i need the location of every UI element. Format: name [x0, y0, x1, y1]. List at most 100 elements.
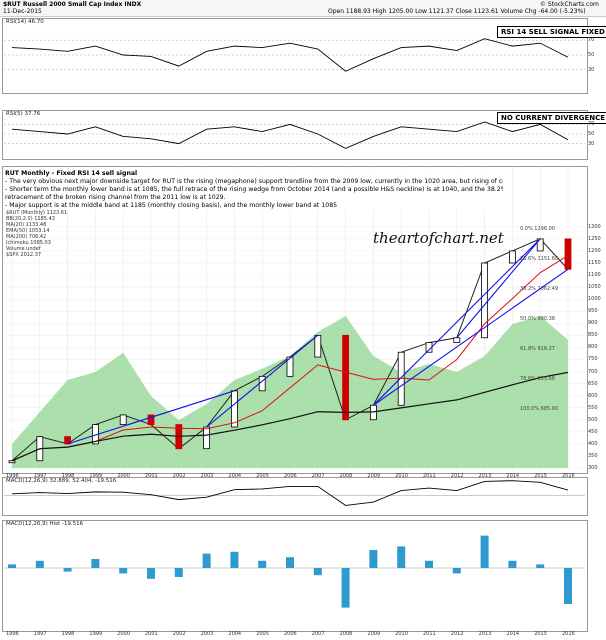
y-tick-label: 850	[588, 332, 598, 339]
rsi5-label: RSI(5) 37.76	[6, 111, 41, 117]
price-candle	[453, 337, 461, 343]
y-tick-label: 400	[588, 440, 598, 447]
price-candle	[119, 414, 127, 425]
hist-bar	[452, 568, 461, 574]
y-tick-label: 800	[588, 344, 598, 351]
x-tick-label: 2014	[506, 631, 520, 637]
x-tick-label: 1998	[61, 631, 75, 637]
price-candle	[286, 356, 294, 377]
hist-bar	[397, 546, 406, 568]
y-tick-label: 950	[588, 308, 598, 315]
x-tick-label: 2013	[478, 631, 492, 637]
legend-item: BB(20,2.0) 1185.43	[6, 216, 55, 222]
chart-date: 11-Dec-2015	[3, 8, 42, 15]
fib-level-label: 78.6% 815.68	[520, 376, 555, 382]
hist-bar	[119, 568, 128, 574]
x-tick-label: 1996	[6, 473, 19, 479]
note-line: - Shorter term the monthly lower band is…	[5, 186, 503, 193]
macd-hist-label: MACD(12,26,9) Hist -19.516	[6, 521, 84, 527]
note-line: - Major support is at the middle band at…	[5, 202, 338, 209]
fib-level-label: 38.2% 1062.49	[520, 286, 559, 292]
fib-level-label: 61.8% 918.27	[520, 346, 555, 352]
rsi5-tick-label: 70	[588, 121, 595, 128]
x-tick-label: 2012	[450, 473, 464, 479]
y-tick-label: 450	[588, 428, 598, 435]
macd-hist-panel	[2, 520, 588, 632]
watermark: theartofchart.net	[373, 229, 504, 247]
x-tick-label: 2016	[562, 473, 575, 479]
x-tick-label: 2000	[117, 473, 130, 479]
x-tick-label: 2006	[284, 473, 297, 479]
trendline	[373, 238, 541, 406]
hist-bar	[91, 559, 100, 568]
hist-bar	[8, 564, 16, 568]
rsi14-tick-label: 50	[588, 52, 595, 58]
x-tick-label: 2014	[506, 473, 520, 479]
hist-bar	[341, 568, 350, 608]
legend-item: Ichimoku 1085.03	[6, 240, 51, 246]
y-tick-label: 750	[588, 356, 598, 363]
price-candle	[8, 460, 16, 464]
hist-bar	[63, 568, 72, 572]
price-label: $RUT (Monthly) 1123.61	[6, 210, 68, 216]
legend-item: MA(20) 1133.48	[6, 222, 47, 228]
y-tick-label: 1250	[588, 235, 601, 242]
x-tick-label: 2004	[228, 473, 242, 479]
price-candle	[314, 334, 322, 358]
x-tick-label: 2001	[145, 473, 158, 479]
x-tick-label: 1997	[33, 473, 47, 479]
legend-item: Volume undef	[6, 246, 41, 252]
quote-values: Open 1188.93 High 1205.00 Low 1121.37 Cl…	[328, 8, 586, 15]
volume-area	[12, 316, 568, 468]
rsi14-panel	[2, 18, 588, 94]
y-tick-label: 600	[588, 392, 598, 399]
x-tick-label: 2008	[339, 473, 353, 479]
price-candle	[369, 404, 377, 421]
x-tick-label: 1997	[33, 631, 47, 637]
x-tick-label: 2003	[200, 473, 214, 479]
y-tick-label: 1000	[588, 296, 601, 303]
x-tick-label: 2010	[395, 473, 408, 479]
hist-bar	[174, 568, 183, 577]
price-candle	[342, 334, 350, 421]
hist-bar	[258, 560, 267, 568]
ma200-line	[11, 371, 569, 462]
hist-bar	[425, 560, 433, 568]
price-candle	[508, 250, 516, 264]
rsi14-signal-box: RSI 14 SELL SIGNAL FIXED	[497, 26, 606, 38]
hist-bar	[536, 564, 545, 568]
price-candle	[564, 238, 572, 270]
y-tick-label: 1300	[588, 223, 601, 230]
chart-header: $RUT Russell 2000 Small Cap Index INDX 1…	[0, 0, 606, 17]
x-tick-label: 1999	[89, 473, 103, 479]
x-tick-label: 2007	[311, 473, 325, 479]
price-candle	[203, 426, 211, 450]
y-tick-label: 1200	[588, 247, 601, 254]
hist-bar	[313, 568, 322, 576]
x-tick-label: 2016	[562, 631, 575, 637]
x-tick-label: 2004	[228, 631, 242, 637]
macd-label: MACD(12,26,9) 32.889, 52.404, -19.516	[6, 478, 117, 484]
note-line: - The very obvious next major downside t…	[5, 178, 503, 185]
y-tick-label: 550	[588, 404, 598, 411]
legend-item: $SPX 2012.37	[6, 252, 42, 258]
fib-level-label: 50.0% 990.38	[520, 316, 555, 322]
x-tick-label: 2013	[478, 473, 492, 479]
x-tick-label: 2005	[256, 473, 269, 479]
fib-level-label: 23.6% 1151.60	[520, 256, 559, 262]
x-tick-label: 2009	[367, 631, 381, 637]
x-tick-label: 2001	[145, 631, 158, 637]
hist-bar	[202, 553, 211, 568]
x-tick-label: 1999	[89, 631, 103, 637]
legend-item: MA(200) 706.42	[6, 234, 47, 240]
legend-item: EMA(50) 1053.14	[6, 228, 50, 234]
rsi5-tick-label: 30	[588, 140, 595, 147]
symbol-title: $RUT Russell 2000 Small Cap Index INDX	[3, 1, 142, 8]
x-tick-label: 2007	[311, 631, 325, 637]
x-tick-label: 2015	[534, 631, 547, 637]
x-tick-label: 2009	[367, 473, 381, 479]
y-tick-label: 1100	[588, 272, 601, 279]
ema-line	[11, 255, 569, 462]
credit: © StockCharts.com	[540, 1, 599, 8]
